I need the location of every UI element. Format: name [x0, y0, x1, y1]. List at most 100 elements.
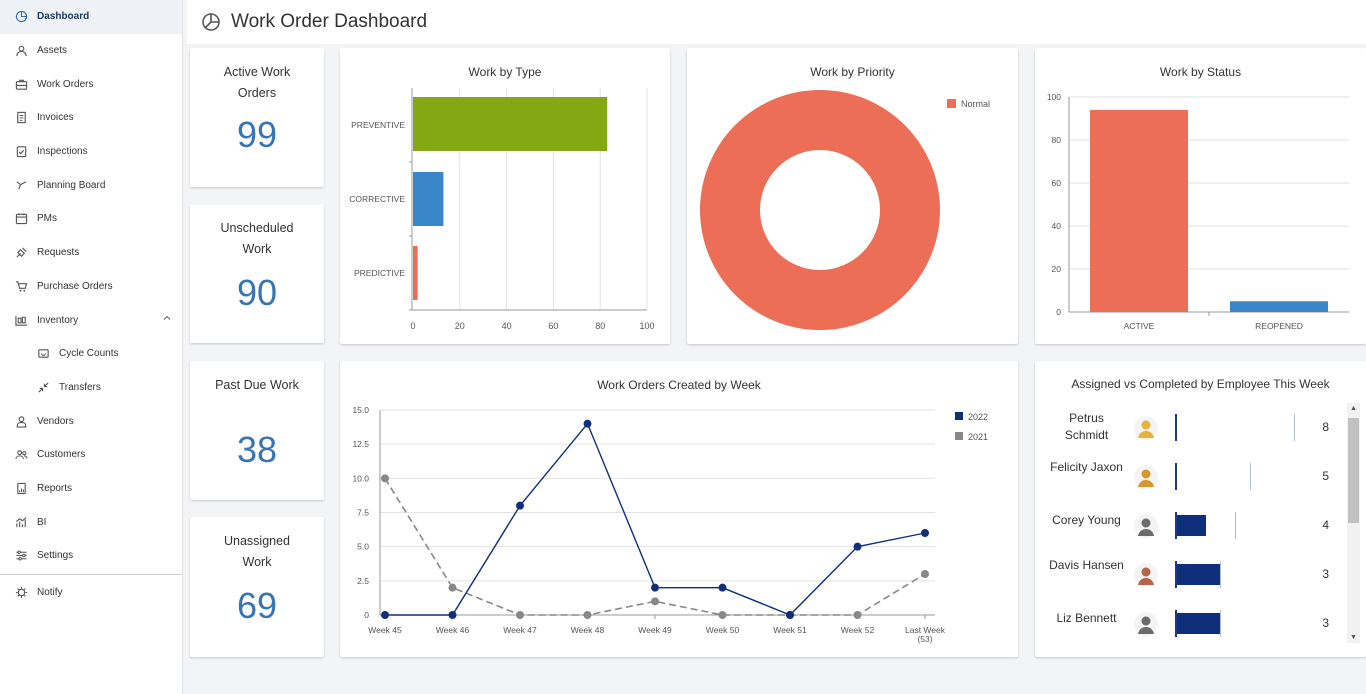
sidebar-item-label: BI: [37, 516, 47, 528]
category-label: PREDICTIVE: [354, 268, 405, 278]
x-tick-label: 0: [410, 321, 415, 331]
avatar: [1134, 465, 1158, 489]
chart-title: Assigned vs Completed by Employee This W…: [1071, 377, 1330, 391]
data-point-2022: [921, 529, 929, 537]
sidebar-divider: [0, 573, 182, 575]
sidebar-item-inspections[interactable]: Inspections: [0, 135, 182, 169]
work-by-priority-card: Work by Priority Normal: [687, 48, 1018, 344]
list-item[interactable]: Liz Bennett 3: [1035, 605, 1355, 654]
kpi-title: Past Due Work: [215, 378, 299, 392]
list-item[interactable]: Felicity Jaxon 5: [1035, 458, 1355, 507]
scrollbar-thumb[interactable]: [1348, 418, 1359, 523]
bar-predictive: [413, 246, 418, 300]
employee-name: Corey Young: [1052, 513, 1121, 527]
sidebar-item-label: Purchase Orders: [37, 280, 113, 292]
kpi-title: Active Work Orders: [223, 65, 291, 100]
page-header: Work Order Dashboard: [187, 0, 1366, 44]
sidebar-item-label: PMs: [37, 213, 57, 225]
x-tick-label: 40: [502, 321, 512, 331]
customers-icon: [14, 448, 28, 462]
y-tick-label: 10.0: [352, 473, 369, 483]
sidebar-item-notify[interactable]: Notify: [0, 576, 182, 610]
legend-label: 2021: [968, 432, 988, 442]
x-tick-label: Last Week (53): [905, 625, 946, 644]
kpi-past-due-work[interactable]: Past Due Work 38: [190, 361, 324, 500]
list-item[interactable]: Petrus Schmidt 8: [1035, 409, 1355, 458]
y-tick-label: 7.5: [357, 508, 369, 518]
sidebar-item-work-orders[interactable]: Work Orders: [0, 67, 182, 101]
category-label: CORRECTIVE: [349, 194, 405, 204]
kpi-active-work-orders[interactable]: Active Work Orders 99: [190, 48, 324, 187]
sidebar-item-reports[interactable]: Reports: [0, 472, 182, 506]
sidebar-item-invoices[interactable]: Invoices: [0, 101, 182, 135]
avatar: [1134, 514, 1158, 538]
sidebar-item-requests[interactable]: Requests: [0, 236, 182, 270]
invoices-icon: [14, 111, 28, 125]
sidebar-item-vendors[interactable]: Vendors: [0, 404, 182, 438]
sidebar-item-label: Notify: [37, 587, 63, 599]
employee-name: Liz Bennett: [1056, 611, 1117, 625]
vendors-icon: [14, 414, 28, 428]
employee-name: Felicity Jaxon: [1050, 460, 1123, 474]
sidebar-item-pms[interactable]: PMs: [0, 202, 182, 236]
sidebar-item-bi[interactable]: BI: [0, 505, 182, 539]
legend-label: Normal: [961, 99, 990, 109]
sidebar-item-purchase-orders[interactable]: Purchase Orders: [0, 270, 182, 304]
sidebar-item-planning-board[interactable]: Planning Board: [0, 168, 182, 202]
x-tick-label: Week 49: [638, 625, 672, 635]
pie-slice-normal: [700, 90, 940, 330]
x-tick-label: Week 47: [503, 625, 537, 635]
work-by-priority-chart: Normal: [700, 90, 990, 330]
cycle-counts-icon: [36, 347, 50, 361]
legend-swatch: [947, 99, 956, 108]
sidebar-item-assets[interactable]: Assets: [0, 34, 182, 68]
sidebar-item-label: Transfers: [59, 381, 101, 393]
data-point-2022: [381, 611, 389, 619]
sidebar-item-label: Cycle Counts: [59, 348, 119, 360]
sidebar-item-settings[interactable]: Settings: [0, 539, 182, 573]
y-tick-label: 40: [1052, 221, 1062, 231]
sidebar-item-label: Reports: [37, 482, 73, 494]
bar-corrective: [413, 172, 444, 226]
sidebar-item-dashboard[interactable]: Dashboard: [0, 0, 182, 34]
y-tick-label: 0: [1056, 307, 1061, 317]
work-by-status-card: Work by Status 0 20 40 60 80 100 ACTIVE REOPENE…: [1035, 48, 1366, 344]
assigned-marker: [1220, 610, 1222, 637]
kpi-unscheduled-work[interactable]: Unscheduled Work 90: [190, 204, 324, 343]
avatar: [1134, 416, 1158, 440]
kpi-unassigned-work[interactable]: Unassigned Work 69: [190, 517, 324, 657]
assigned-count: 8: [1322, 420, 1329, 434]
data-point-2022: [583, 419, 592, 428]
data-point-2022: [651, 583, 659, 592]
avatar: [1134, 612, 1158, 636]
y-tick-label: 20: [1052, 264, 1062, 274]
legend-swatch: [955, 412, 963, 420]
data-point-2021: [853, 611, 862, 619]
sidebar-item-label: Work Orders: [37, 78, 94, 90]
pie-chart-icon: [202, 13, 220, 31]
reports-icon: [14, 481, 28, 495]
y-tick-label: 60: [1052, 178, 1062, 188]
list-item[interactable]: Corey Young 4: [1035, 507, 1355, 556]
sidebar-item-cycle-counts[interactable]: Cycle Counts: [0, 337, 182, 371]
sidebar-item-customers[interactable]: Customers: [0, 438, 182, 472]
scroll-down-icon[interactable]: ▼: [1350, 634, 1357, 641]
category-label: ACTIVE: [1124, 321, 1155, 331]
list-item[interactable]: Davis Hansen 3: [1035, 556, 1355, 605]
requests-icon: [14, 246, 28, 260]
work-orders-icon: [14, 77, 28, 91]
y-tick-label: 80: [1052, 135, 1062, 145]
x-tick-label: Week 50: [706, 625, 740, 635]
scroll-up-icon[interactable]: ▲: [1350, 405, 1357, 412]
sidebar-item-transfers[interactable]: Transfers: [0, 371, 182, 405]
kpi-title: Unscheduled Work: [220, 221, 294, 256]
chevron-up-icon[interactable]: [162, 313, 172, 326]
data-point-2022: [718, 583, 727, 592]
assigned-bar-axis: [1175, 610, 1177, 637]
sidebar-item-inventory[interactable]: Inventory: [0, 303, 182, 337]
assigned-bar-axis: [1175, 512, 1177, 539]
scrollbar[interactable]: ▲ ▼: [1347, 403, 1360, 643]
assigned-bar-axis: [1175, 561, 1177, 588]
x-tick-label: 20: [455, 321, 465, 331]
x-tick-label: Week 51: [773, 625, 807, 635]
